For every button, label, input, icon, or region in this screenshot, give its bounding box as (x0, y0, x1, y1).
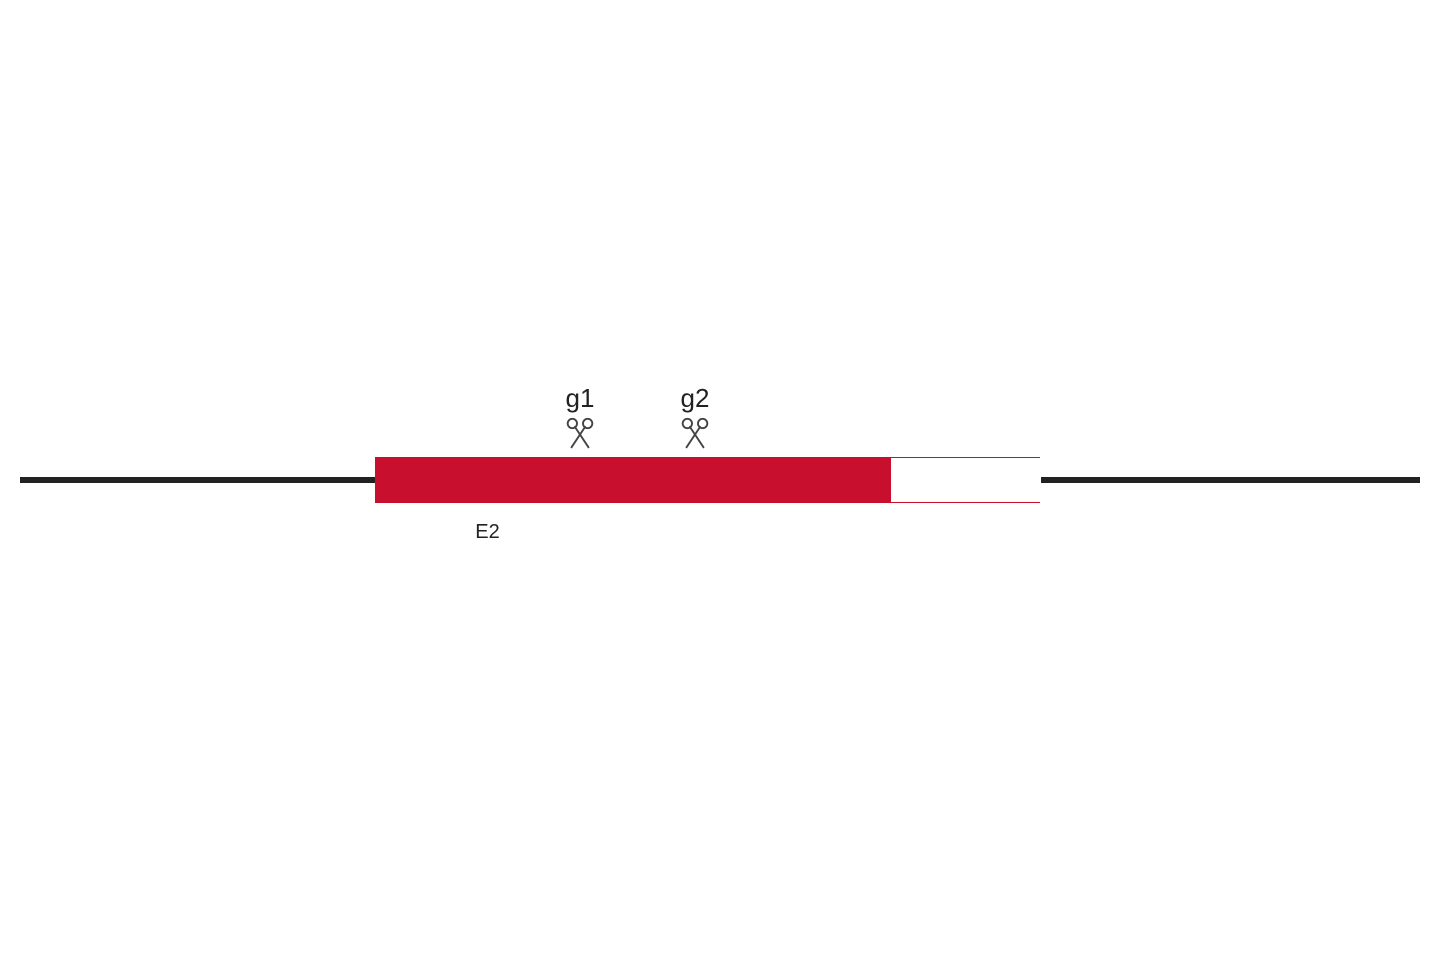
guide-label-g2: g2 (655, 383, 735, 414)
guide-scissors-g1 (563, 415, 597, 449)
diagram-stage: E2 g1 g2 (0, 0, 1440, 960)
scissors-icon (563, 415, 597, 449)
scissors-icon (678, 415, 712, 449)
guide-scissors-g2 (678, 415, 712, 449)
exon-fill-segment (891, 458, 1041, 502)
guide-label-g1: g1 (540, 383, 620, 414)
exon-box (375, 457, 1040, 503)
exon-label: E2 (448, 521, 528, 544)
exon-fill-segment (376, 458, 891, 502)
